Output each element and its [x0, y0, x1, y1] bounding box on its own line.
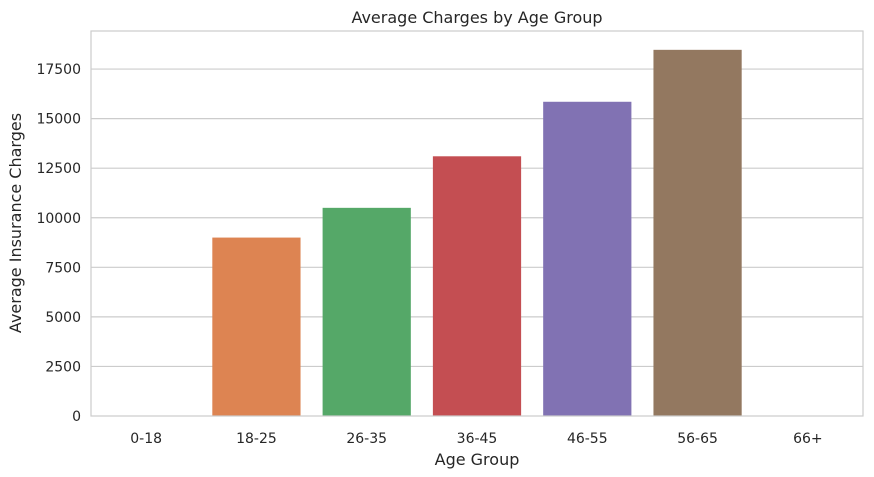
x-tick-label: 18-25: [236, 431, 277, 447]
x-tick-labels: 0-18 18-25 26-35 36-45 46-55 56-65 66+: [130, 431, 822, 447]
x-tick-label: 46-55: [567, 431, 608, 447]
x-axis-label: Age Group: [435, 450, 520, 469]
y-tick-label: 15000: [36, 112, 81, 128]
x-tick-label: 0-18: [130, 431, 162, 447]
bar-56-65: [653, 49, 742, 416]
bar-36-45: [432, 156, 522, 416]
x-tick-label: 66+: [793, 431, 823, 447]
y-axis-label: Average Insurance Charges: [6, 113, 25, 333]
bar-46-55: [543, 101, 632, 417]
y-tick-label: 7500: [45, 260, 81, 276]
x-tick-label: 56-65: [677, 431, 718, 447]
y-tick-label: 12500: [36, 161, 81, 177]
y-tick-label: 10000: [36, 211, 81, 227]
y-tick-label: 5000: [45, 310, 81, 326]
y-tick-label: 17500: [36, 62, 81, 78]
chart-title: Average Charges by Age Group: [351, 8, 602, 27]
bar-26-35: [322, 207, 411, 416]
plot-frame: [90, 30, 864, 417]
x-tick-label: 36-45: [457, 431, 498, 447]
y-tick-label: 2500: [45, 359, 81, 375]
bars: [212, 49, 742, 417]
x-tick-label: 26-35: [346, 431, 387, 447]
bar-18-25: [212, 237, 301, 416]
y-tick-label: 0: [72, 409, 81, 425]
y-tick-labels: 0 2500 5000 7500 10000 12500 15000 17500: [36, 62, 81, 425]
